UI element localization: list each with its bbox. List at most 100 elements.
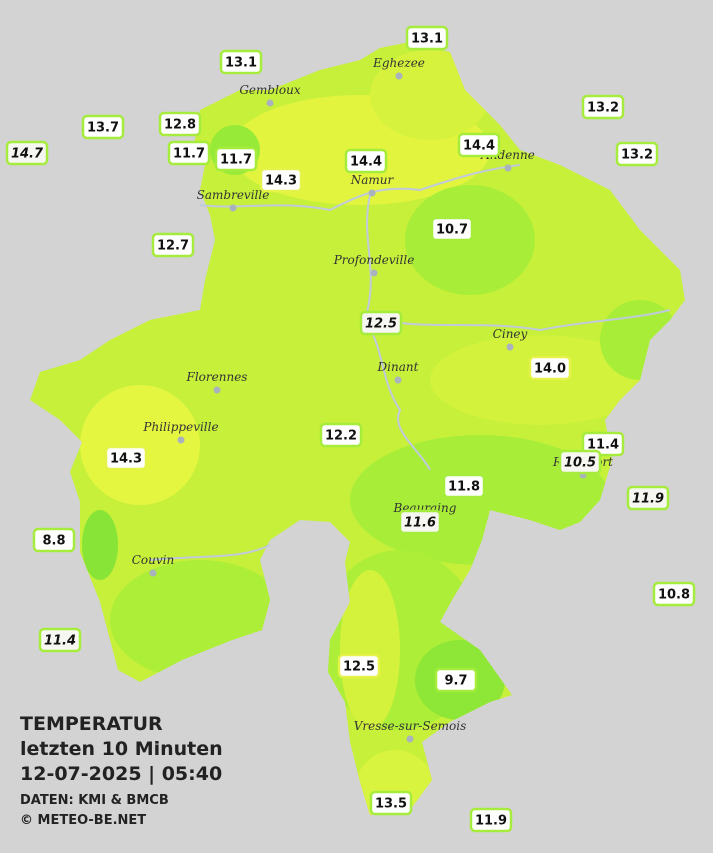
reading-value: 12.7 — [157, 239, 189, 254]
title-line: letzten 10 Minuten — [20, 738, 223, 760]
station-reading: 10.7 — [430, 216, 474, 242]
reading-box — [219, 49, 263, 75]
reading-box — [457, 132, 501, 158]
reading-box — [405, 25, 449, 51]
reading-box — [581, 431, 625, 457]
reading-value: 13.1 — [411, 32, 443, 47]
town-name: Profondeville — [333, 253, 415, 267]
station-reading: 14.0 — [528, 355, 572, 381]
reading-box — [581, 94, 625, 120]
station-reading: 13.2 — [581, 94, 625, 120]
reading-box — [558, 449, 602, 475]
reading-box — [652, 581, 696, 607]
reading-box — [369, 790, 413, 816]
reading-value: 12.8 — [164, 118, 196, 133]
reading-value: 14.4 — [463, 139, 495, 154]
station-reading: 14.7 — [5, 140, 49, 166]
town-name: Philippeville — [142, 420, 218, 434]
reading-box — [32, 527, 76, 553]
station-reading: 11.6 — [398, 509, 442, 535]
station-reading: 14.4 — [344, 148, 388, 174]
reading-value: 14.0 — [534, 362, 566, 377]
station-reading: 14.4 — [457, 132, 501, 158]
reading-value: 14.7 — [11, 147, 44, 162]
station-reading: 12.8 — [158, 111, 202, 137]
reading-box — [442, 473, 486, 499]
station-reading: 13.1 — [219, 49, 263, 75]
town-name: Dinant — [377, 360, 419, 374]
reading-value: 9.7 — [444, 674, 467, 689]
reading-value: 11.7 — [220, 153, 252, 168]
station-reading: 13.5 — [369, 790, 413, 816]
town-name: Namur — [350, 173, 395, 187]
reading-box — [359, 310, 403, 336]
reading-value: 11.4 — [44, 634, 76, 649]
reading-value: 11.4 — [587, 438, 619, 453]
reading-value: 14.4 — [350, 155, 382, 170]
town-dot — [368, 189, 376, 197]
reading-value: 13.7 — [87, 121, 119, 136]
station-reading: 13.1 — [405, 25, 449, 51]
reading-box — [615, 141, 659, 167]
reading-box — [151, 232, 195, 258]
station-reading: 11.9 — [469, 807, 513, 833]
reading-value: 11.8 — [448, 480, 480, 495]
station-reading: 12.5 — [337, 653, 381, 679]
reading-value: 11.7 — [173, 147, 205, 162]
reading-value: 10.7 — [436, 223, 468, 238]
station-reading: 13.7 — [81, 114, 125, 140]
town-dot — [149, 569, 157, 577]
reading-box — [158, 111, 202, 137]
station-reading: 11.9 — [626, 485, 670, 511]
station-reading: 13.2 — [615, 141, 659, 167]
reading-box — [214, 146, 258, 172]
reading-value: 8.8 — [42, 534, 65, 549]
town-name: Couvin — [132, 553, 174, 567]
title-line: 12-07-2025 | 05:40 — [20, 763, 222, 785]
station-reading: 11.4 — [38, 627, 82, 653]
station-reading: 10.8 — [652, 581, 696, 607]
town-dot — [506, 343, 514, 351]
station-reading: 11.7 — [167, 140, 211, 166]
town-name: Florennes — [186, 370, 248, 384]
reading-value: 12.2 — [325, 429, 357, 444]
station-reading: 11.8 — [442, 473, 486, 499]
reading-box — [626, 485, 670, 511]
town-dot — [406, 735, 414, 743]
reading-box — [398, 509, 442, 535]
source: DATEN: KMI & BMCB — [20, 793, 169, 808]
station-reading: 10.5 — [558, 449, 602, 475]
reading-value: 12.5 — [365, 317, 397, 332]
reading-value: 13.2 — [621, 148, 653, 163]
station-reading: 12.7 — [151, 232, 195, 258]
rivers — [149, 164, 671, 561]
town-name: Ciney — [493, 327, 528, 341]
station-reading: 12.2 — [319, 422, 363, 448]
station-reading: 8.8 — [32, 527, 76, 553]
reading-box — [528, 355, 572, 381]
town-dot — [370, 269, 378, 277]
reading-box — [104, 445, 148, 471]
town-dot — [229, 204, 237, 212]
town-dot — [266, 99, 274, 107]
reading-box — [344, 148, 388, 174]
reading-value: 13.1 — [225, 56, 257, 71]
town-dot — [177, 436, 185, 444]
reading-value: 14.3 — [265, 174, 297, 189]
reading-value: 11.9 — [475, 814, 507, 829]
reading-box — [469, 807, 513, 833]
town-name: Gembloux — [239, 83, 301, 97]
station-reading: 14.3 — [104, 445, 148, 471]
reading-box — [259, 167, 303, 193]
town-dot — [213, 386, 221, 394]
town-dot — [394, 376, 402, 384]
town-dot — [504, 164, 512, 172]
copyright: © METEO-BE.NET — [20, 813, 146, 828]
reading-box — [434, 667, 478, 693]
title-line: TEMPERATUR — [20, 713, 163, 735]
reading-value: 10.8 — [658, 588, 690, 603]
reading-box — [5, 140, 49, 166]
reading-value: 12.5 — [343, 660, 375, 675]
station-reading: 9.7 — [434, 667, 478, 693]
